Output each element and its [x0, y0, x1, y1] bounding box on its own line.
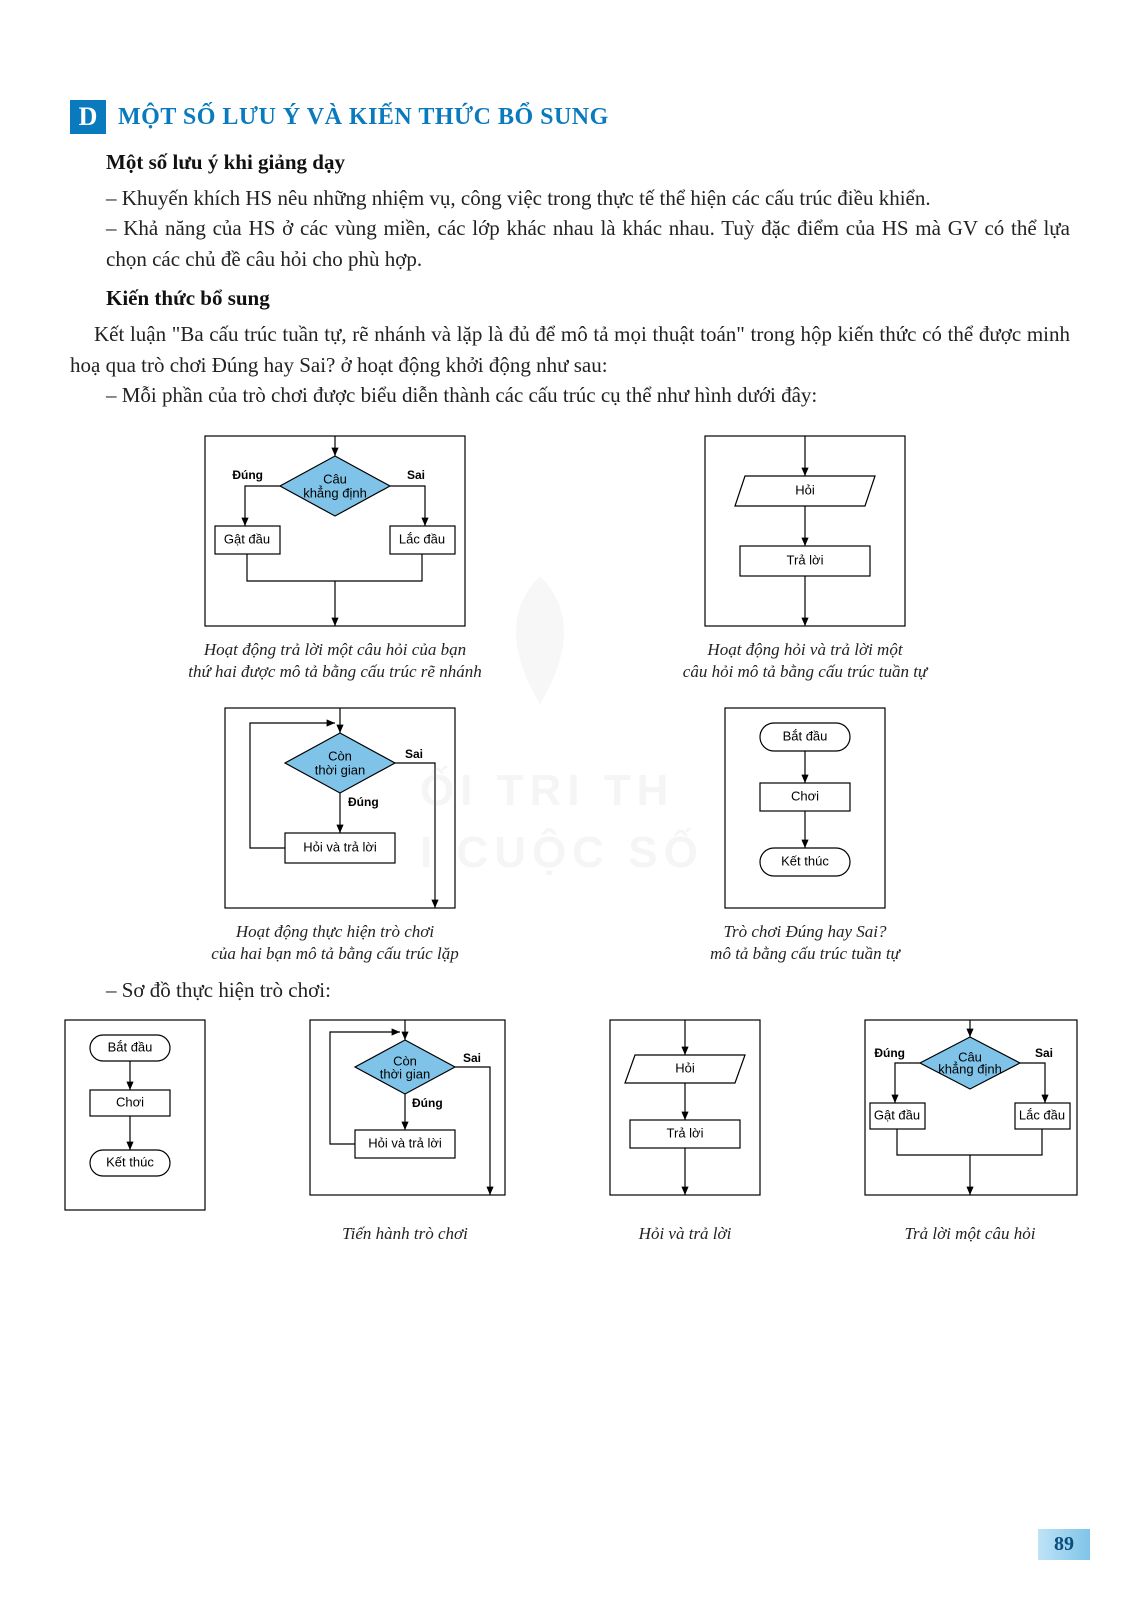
bullet-1: – Khuyến khích HS nêu những nhiệm vụ, cô…: [106, 183, 1070, 213]
svg-text:khẳng định: khẳng định: [938, 1062, 1002, 1077]
b3-caption: Hỏi và trả lời: [639, 1223, 732, 1245]
svg-text:Kết thúc: Kết thúc: [781, 853, 829, 868]
flowchart-sequential: Hỏi Trả lời Hoạt động hỏi và trả lời một…: [600, 431, 1010, 683]
svg-text:Hỏi: Hỏi: [795, 482, 815, 497]
svg-text:Lắc đầu: Lắc đầu: [1019, 1108, 1065, 1123]
para-2: – Mỗi phần của trò chơi được biểu diễn t…: [106, 380, 1070, 410]
svg-text:Gật đầu: Gật đầu: [224, 531, 270, 546]
svg-text:Kết thúc: Kết thúc: [106, 1155, 154, 1170]
svg-text:Chơi: Chơi: [116, 1095, 144, 1110]
svg-text:Trả lời: Trả lời: [667, 1126, 704, 1141]
b4-caption: Trả lời một câu hỏi: [905, 1223, 1036, 1245]
svg-text:thời gian: thời gian: [315, 762, 365, 777]
svg-text:Đúng: Đúng: [412, 1096, 443, 1110]
bottom-fc1: Bắt đầu Chơi Kết thúc: [55, 1015, 215, 1215]
svg-text:Còn: Còn: [328, 748, 352, 763]
section-header: D MỘT SỐ LƯU Ý VÀ KIẾN THỨC BỔ SUNG: [70, 100, 1070, 134]
page-number: 89: [1038, 1529, 1090, 1560]
fc2-caption-l2: câu hỏi mô tả bằng cấu trúc tuần tự: [683, 661, 927, 683]
svg-text:Bắt đầu: Bắt đầu: [783, 728, 828, 743]
svg-text:Gật đầu: Gật đầu: [874, 1108, 920, 1123]
bottom-fc2: Còn thời gian Sai Đúng Hỏi và trả lời Ti…: [295, 1015, 515, 1245]
bottom-intro: – Sơ đồ thực hiện trò chơi:: [106, 975, 1070, 1005]
svg-text:Câu: Câu: [323, 471, 347, 486]
svg-text:thời gian: thời gian: [380, 1067, 430, 1082]
fc1-caption-l1: Hoạt động trả lời một câu hỏi của bạn: [188, 639, 481, 661]
svg-text:Trả lời: Trả lời: [787, 552, 824, 567]
bullet-2: – Khả năng của HS ở các vùng miền, các l…: [106, 213, 1070, 274]
svg-text:Hỏi và trả lời: Hỏi và trả lời: [303, 839, 377, 854]
fc1-caption-l2: thứ hai được mô tả bằng cấu trúc rẽ nhán…: [188, 661, 481, 683]
flowchart-game: Bắt đầu Chơi Kết thúc Trò chơi Đúng hay …: [600, 703, 1010, 965]
svg-text:Đúng: Đúng: [348, 795, 379, 809]
svg-text:Sai: Sai: [1035, 1046, 1053, 1060]
flowchart-branch: Câu khẳng định Đúng Sai Gật đầu Lắc đầu …: [130, 431, 540, 683]
bottom-fc4: Câu khẳng định Đúng Sai Gật đầu Lắc đầu …: [855, 1015, 1085, 1245]
fc3-caption-l2: của hai bạn mô tả bằng cấu trúc lặp: [211, 943, 458, 965]
para-1: Kết luận "Ba cấu trúc tuần tự, rẽ nhánh …: [70, 319, 1070, 380]
fc4-caption-l1: Trò chơi Đúng hay Sai?: [710, 921, 900, 943]
svg-text:Đúng: Đúng: [232, 468, 263, 482]
section-badge: D: [70, 100, 106, 134]
svg-text:Đúng: Đúng: [874, 1046, 905, 1060]
svg-text:Lắc đầu: Lắc đầu: [399, 531, 445, 546]
fc3-caption-l1: Hoạt động thực hiện trò chơi: [211, 921, 458, 943]
svg-text:khẳng định: khẳng định: [303, 485, 367, 500]
svg-text:Hỏi và trả lời: Hỏi và trả lời: [368, 1136, 442, 1151]
fc2-caption-l1: Hoạt động hỏi và trả lời một: [683, 639, 927, 661]
svg-text:Bắt đầu: Bắt đầu: [108, 1040, 153, 1055]
fc4-caption-l2: mô tả bằng cấu trúc tuần tự: [710, 943, 900, 965]
bottom-fc3: Hỏi Trả lời Hỏi và trả lời: [595, 1015, 775, 1245]
b2-caption: Tiến hành trò chơi: [342, 1223, 468, 1245]
svg-text:Sai: Sai: [463, 1051, 481, 1065]
section-title: MỘT SỐ LƯU Ý VÀ KIẾN THỨC BỔ SUNG: [118, 104, 609, 131]
subheading-2: Kiến thức bổ sung: [106, 286, 1070, 311]
flowchart-loop: Còn thời gian Sai Đúng Hỏi và trả lời Ho…: [130, 703, 540, 965]
subheading-1: Một số lưu ý khi giảng dạy: [106, 150, 1070, 175]
svg-text:Hỏi: Hỏi: [675, 1061, 695, 1076]
svg-text:Sai: Sai: [407, 468, 425, 482]
svg-text:Sai: Sai: [405, 747, 423, 761]
svg-text:Chơi: Chơi: [791, 788, 819, 803]
